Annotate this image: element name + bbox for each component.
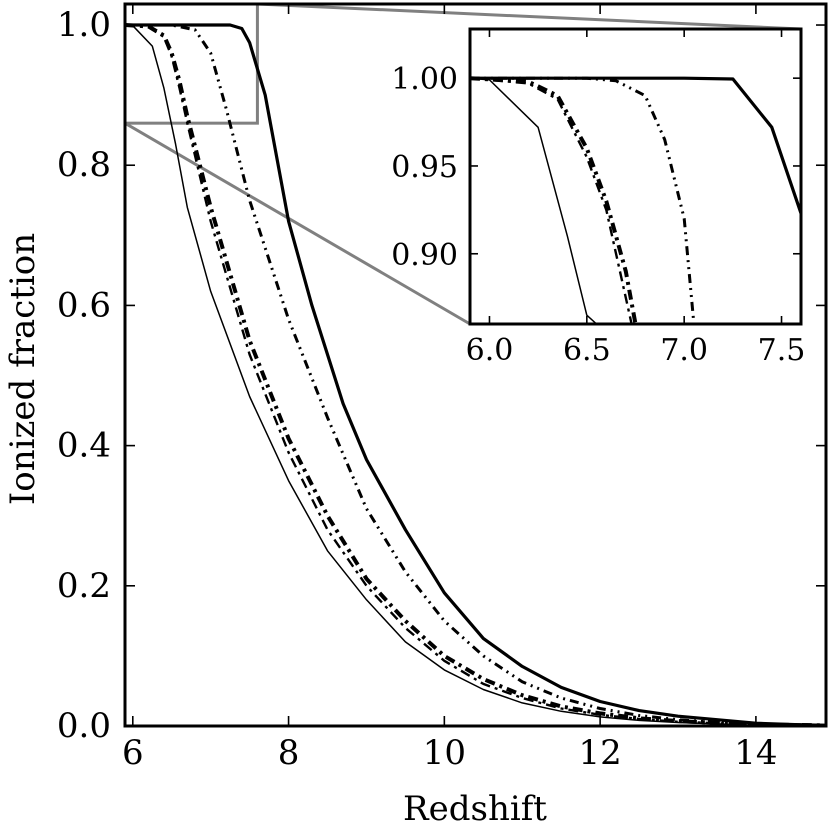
- zoom-connector-top: [257, 2, 802, 31]
- inset-y-tick-label: 0.95: [391, 150, 458, 185]
- main-y-tick-label: 1.0: [57, 5, 111, 45]
- x-axis-title: Redshift: [403, 789, 547, 829]
- main-series-line-dash-dot: [125, 23, 826, 726]
- main-y-tick-label: 0.4: [57, 426, 111, 466]
- inset-series-line-thin-solid: [470, 77, 598, 324]
- inset-series-line-thick-dash-dot: [470, 76, 638, 324]
- inset-x-tick-label: 7.5: [758, 333, 806, 368]
- main-y-tick-label: 0.2: [57, 566, 111, 606]
- inset-series-line-dash-dot: [470, 77, 633, 324]
- inset-y-tick-label: 0.90: [391, 238, 458, 273]
- main-plot-area: 6 8 10 12 14 0.0 0.2 0.4 0.6 0.8 1.0: [57, 2, 828, 773]
- inset-x-tick-label: 7.0: [660, 333, 708, 368]
- y-axis-title: Ionized fraction: [3, 233, 43, 505]
- inset-frame: [468, 27, 803, 326]
- main-y-tick-label: 0.0: [57, 706, 111, 746]
- main-y-tick-label: 0.6: [57, 285, 111, 325]
- main-x-tick-label: 8: [278, 733, 300, 773]
- zoom-region-box: [123, 2, 259, 125]
- main-series-line-thick-solid: [125, 23, 826, 726]
- inset-series-line-thick-solid: [470, 76, 801, 214]
- main-series-line-thin-solid: [125, 24, 826, 726]
- main-x-tick-label: 10: [423, 733, 466, 773]
- zoom-connector-bottom: [124, 121, 471, 326]
- main-y-tick-label: 0.8: [57, 145, 111, 185]
- main-frame: [123, 2, 828, 728]
- inset-plot-area: 6.0 6.5 7.0 7.5 0.90 0.95 1.00: [391, 27, 806, 368]
- inset-series-line-dash-dot-dot: [470, 76, 696, 324]
- inset-x-tick-label: 6.0: [466, 333, 514, 368]
- inset-y-tick-label: 1.00: [391, 62, 458, 97]
- main-x-tick-label: 6: [122, 733, 144, 773]
- main-series-line-dash-dot-dot: [125, 23, 826, 726]
- inset-series-group: [470, 76, 801, 324]
- inset-background: [470, 29, 801, 324]
- main-series-group: [125, 23, 826, 726]
- inset-x-tick-label: 6.5: [563, 333, 611, 368]
- main-x-tick-label: 12: [578, 733, 621, 773]
- main-x-tick-label: 14: [734, 733, 777, 773]
